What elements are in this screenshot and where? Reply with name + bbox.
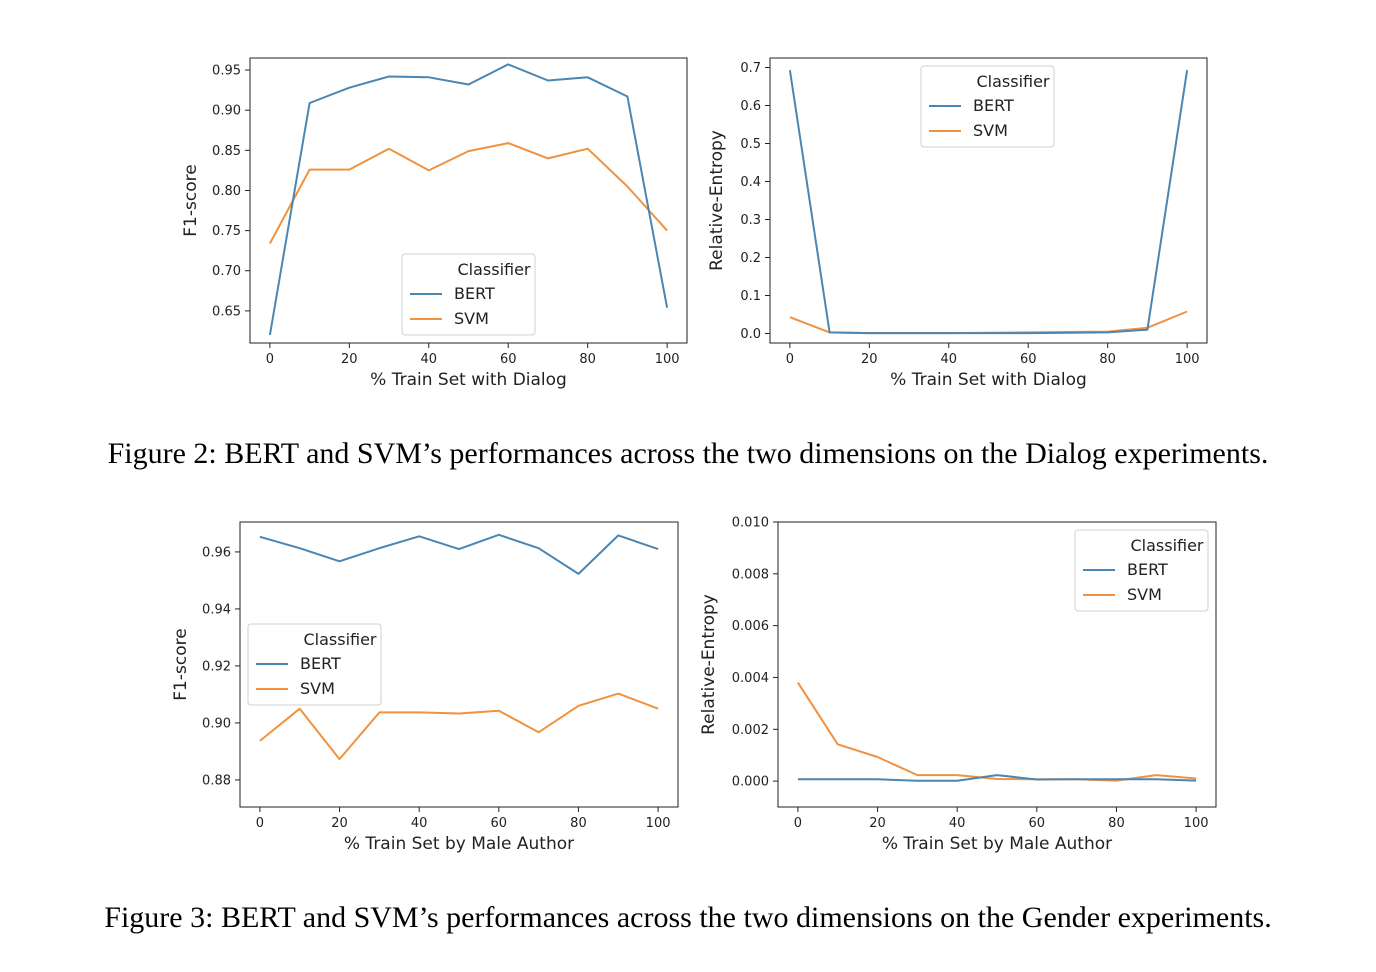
- y-tick-label: 0.90: [212, 104, 241, 119]
- y-tick-label: 0.4: [740, 175, 761, 190]
- x-axis-label: % Train Set by Male Author: [344, 834, 574, 854]
- y-tick-label: 0.5: [740, 137, 761, 152]
- x-tick-label: 0: [256, 816, 264, 831]
- series-line-svm: [789, 310, 1188, 335]
- x-tick-label: 20: [331, 816, 348, 831]
- legend-box: [1074, 529, 1209, 612]
- legend-title: Classifier: [1130, 536, 1203, 555]
- x-tick-label: 0: [266, 352, 274, 367]
- x-axis-label: % Train Set with Dialog: [890, 370, 1087, 390]
- y-tick-label: 0.002: [732, 723, 769, 738]
- y-tick-label: 0.006: [732, 619, 769, 634]
- y-axis-label: F1-score: [171, 628, 191, 700]
- legend-label-svm: SVM: [1127, 585, 1162, 604]
- y-tick-label: 0.96: [202, 545, 231, 560]
- x-tick-label: 80: [579, 352, 596, 367]
- legend-label-svm: SVM: [973, 121, 1008, 140]
- y-tick-label: 0.2: [740, 251, 761, 266]
- x-tick-label: 100: [646, 816, 671, 831]
- legend-title: Classifier: [457, 260, 530, 279]
- y-tick-label: 0.80: [212, 184, 241, 199]
- legend: Classifier BERT SVM: [1074, 529, 1209, 612]
- y-axis-label: Relative-Entropy: [699, 594, 719, 735]
- legend-box: [401, 253, 536, 336]
- chart-dialog-f1: 0 20 40 60 80 100 0.65 0.70 0.75 0.80 0.85 0.90 0.95…: [181, 57, 688, 390]
- x-tick-label: 80: [1108, 816, 1125, 831]
- x-tick-label: 60: [1020, 352, 1037, 367]
- legend-box: [247, 623, 382, 706]
- x-tick-label: 40: [949, 816, 966, 831]
- x-tick-label: 100: [1175, 352, 1200, 367]
- x-tick-label: 20: [861, 352, 878, 367]
- x-tick-label: 60: [1029, 816, 1046, 831]
- y-tick-label: 0.000: [732, 775, 769, 790]
- y-tick-label: 0.010: [732, 516, 769, 531]
- legend: Classifier BERT SVM: [247, 623, 382, 706]
- x-axis-label: % Train Set by Male Author: [882, 834, 1112, 854]
- legend: Classifier BERT SVM: [920, 65, 1055, 148]
- plot-frame: [769, 57, 1208, 344]
- x-tick-label: 100: [1184, 816, 1209, 831]
- series-line-bert: [259, 533, 659, 575]
- x-tick-label: 0: [786, 352, 794, 367]
- y-tick-label: 0.92: [202, 659, 231, 674]
- series-line-bert: [797, 774, 1197, 782]
- y-tick-label: 0.7: [740, 61, 761, 76]
- y-tick-label: 0.85: [212, 144, 241, 159]
- legend-title: Classifier: [976, 72, 1049, 91]
- y-tick-label: 0.008: [732, 567, 769, 582]
- plot-frame: [777, 521, 1217, 808]
- x-tick-label: 20: [869, 816, 886, 831]
- x-tick-label: 80: [570, 816, 587, 831]
- figure-3-caption: Figure 3: BERT and SVM’s performances ac…: [104, 901, 1272, 934]
- legend-label-bert: BERT: [973, 96, 1014, 115]
- legend-label-bert: BERT: [454, 284, 495, 303]
- x-tick-label: 100: [655, 352, 680, 367]
- y-tick-label: 0.3: [740, 213, 761, 228]
- x-tick-label: 40: [420, 352, 437, 367]
- legend-label-bert: BERT: [1127, 560, 1168, 579]
- y-tick-label: 0.94: [202, 602, 231, 617]
- legend-title: Classifier: [303, 630, 376, 649]
- y-tick-label: 0.65: [212, 304, 241, 319]
- series-line-bert: [788, 70, 1189, 335]
- x-axis-label: % Train Set with Dialog: [370, 370, 567, 390]
- series-line-svm: [797, 682, 1197, 782]
- figure-2-caption: Figure 2: BERT and SVM’s performances ac…: [107, 437, 1269, 470]
- y-tick-label: 0.0: [740, 327, 761, 342]
- x-tick-label: 80: [1099, 352, 1116, 367]
- chart-gender-f1: 0 20 40 60 80 100 0.88 0.90 0.92 0.94 0.96 % Train …: [171, 521, 679, 854]
- series-line-svm: [269, 142, 668, 244]
- y-tick-label: 0.90: [202, 716, 231, 731]
- chart-dialog-relative-entropy: 0 20 40 60 80 100 0.0 0.1 0.2 0.3 0.4 0.5 0.6 0.7 % Tr…: [707, 57, 1208, 390]
- series-line-bert: [268, 63, 669, 336]
- legend-label-svm: SVM: [300, 679, 335, 698]
- y-tick-label: 0.88: [202, 773, 231, 788]
- chart-gender-relative-entropy: 0 20 40 60 80 100 0.000 0.002 0.004 0.006 0.008 0.0…: [699, 516, 1217, 854]
- x-tick-label: 60: [491, 816, 508, 831]
- y-tick-label: 0.95: [212, 64, 241, 79]
- y-tick-label: 0.70: [212, 264, 241, 279]
- x-tick-label: 40: [940, 352, 957, 367]
- y-tick-label: 0.1: [740, 289, 761, 304]
- x-tick-label: 20: [341, 352, 358, 367]
- y-tick-label: 0.75: [212, 224, 241, 239]
- legend-label-bert: BERT: [300, 654, 341, 673]
- x-tick-label: 40: [411, 816, 428, 831]
- series-line-svm: [259, 692, 659, 761]
- figure-2: 0 20 40 60 80 100 0.65 0.70 0.75 0.80 0.85 0.90 0.95…: [0, 0, 1376, 480]
- plot-frame: [239, 521, 679, 808]
- legend-label-svm: SVM: [454, 309, 489, 328]
- legend-box: [920, 65, 1055, 148]
- y-tick-label: 0.004: [732, 671, 769, 686]
- figure-3: 0 20 40 60 80 100 0.88 0.90 0.92 0.94 0.96 % Train …: [0, 480, 1376, 972]
- y-axis-label: F1-score: [181, 164, 201, 236]
- y-axis-label: Relative-Entropy: [707, 130, 727, 271]
- legend: Classifier BERT SVM: [401, 253, 536, 336]
- x-tick-label: 0: [794, 816, 802, 831]
- y-tick-label: 0.6: [740, 99, 761, 114]
- plot-frame: [249, 57, 688, 344]
- x-tick-label: 60: [500, 352, 517, 367]
